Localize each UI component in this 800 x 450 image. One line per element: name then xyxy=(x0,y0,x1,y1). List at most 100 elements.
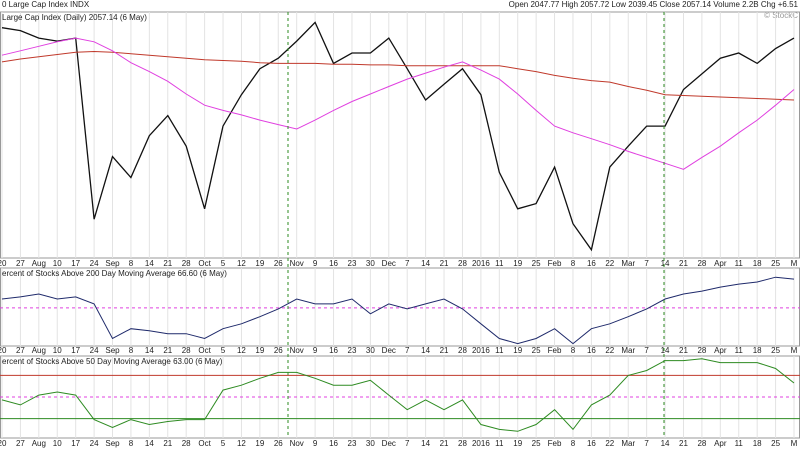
x-tick-label: 21 xyxy=(440,346,449,355)
quote: Open 2047.77 High 2057.72 Low 2039.45 Cl… xyxy=(509,0,799,9)
panel-title: ercent of Stocks Above 200 Day Moving Av… xyxy=(2,269,227,278)
x-tick-label: 16 xyxy=(587,346,596,355)
x-tick-label: 22 xyxy=(605,346,614,355)
x-tick-label: 10 xyxy=(53,259,62,268)
x-tick-label: Nov xyxy=(290,439,304,448)
x-tick-label: 22 xyxy=(605,259,614,268)
x-tick-label: 23 xyxy=(348,259,357,268)
x-tick-label: M xyxy=(791,439,798,448)
x-tick-label: 5 xyxy=(221,346,226,355)
x-tick-label: 9 xyxy=(313,439,318,448)
x-tick-label: 22 xyxy=(605,439,614,448)
x-tick-label: 21 xyxy=(440,439,449,448)
x-tick-label: 26 xyxy=(274,346,283,355)
x-tick-label: 28 xyxy=(697,259,706,268)
x-tick-label: 25 xyxy=(532,346,541,355)
x-tick-label: Dec xyxy=(382,259,396,268)
x-tick-label: 26 xyxy=(274,259,283,268)
x-tick-label: 17 xyxy=(71,259,80,268)
x-tick-label: 28 xyxy=(182,259,191,268)
x-tick-label: Oct xyxy=(198,346,211,355)
panel-title: Large Cap Index (Daily) 2057.14 (6 May) xyxy=(2,13,147,22)
x-tick-label: Apr xyxy=(714,346,727,355)
x-tick-label: 18 xyxy=(753,439,762,448)
x-tick-label: 28 xyxy=(697,439,706,448)
x-tick-label: 14 xyxy=(145,259,154,268)
x-tick-label: Apr xyxy=(714,259,727,268)
x-tick-label: Mar xyxy=(621,259,635,268)
x-tick-label: 30 xyxy=(366,259,375,268)
x-tick-label: 12 xyxy=(237,259,246,268)
x-tick-label: 8 xyxy=(129,439,134,448)
x-tick-label: Nov xyxy=(290,346,304,355)
x-tick-label: 5 xyxy=(221,439,226,448)
x-tick-label: 14 xyxy=(661,259,670,268)
x-tick-label: 20 xyxy=(0,439,7,448)
x-tick-label: Mar xyxy=(621,439,635,448)
x-tick-label: 14 xyxy=(421,259,430,268)
x-tick-label: 11 xyxy=(735,439,744,448)
x-tick-label: Mar xyxy=(621,346,635,355)
x-tick-label: 24 xyxy=(90,439,99,448)
symbol: 0 Large Cap Index INDX xyxy=(2,0,90,9)
x-tick-label: 8 xyxy=(129,346,134,355)
x-tick-label: 21 xyxy=(679,439,688,448)
x-tick-label: 7 xyxy=(405,259,410,268)
x-tick-label: 14 xyxy=(661,439,670,448)
x-tick-label: 21 xyxy=(163,259,172,268)
x-tick-label: Sep xyxy=(105,346,120,355)
x-tick-label: Dec xyxy=(382,439,396,448)
x-tick-label: 2016 xyxy=(472,439,490,448)
x-tick-label: 9 xyxy=(313,346,318,355)
x-tick-label: 12 xyxy=(237,346,246,355)
x-tick-label: 14 xyxy=(145,439,154,448)
x-tick-label: 10 xyxy=(53,439,62,448)
x-tick-label: 24 xyxy=(90,259,99,268)
x-tick-label: 11 xyxy=(495,346,504,355)
x-tick-label: 8 xyxy=(129,259,134,268)
x-tick-label: Sep xyxy=(105,259,120,268)
x-tick-label: M xyxy=(791,259,798,268)
x-tick-label: 14 xyxy=(661,346,670,355)
x-tick-label: 11 xyxy=(735,259,744,268)
x-tick-label: 19 xyxy=(513,439,522,448)
x-tick-label: 19 xyxy=(255,346,264,355)
x-tick-label: 19 xyxy=(255,439,264,448)
x-tick-label: 16 xyxy=(587,439,596,448)
x-tick-label: 28 xyxy=(697,346,706,355)
x-tick-label: 19 xyxy=(513,259,522,268)
x-tick-label: 21 xyxy=(440,259,449,268)
x-tick-label: 21 xyxy=(679,346,688,355)
x-tick-label: 30 xyxy=(366,439,375,448)
x-tick-label: 25 xyxy=(532,259,541,268)
series-line xyxy=(1,21,795,252)
x-tick-label: 28 xyxy=(182,439,191,448)
x-tick-label: 21 xyxy=(679,259,688,268)
x-tick-label: 11 xyxy=(495,439,504,448)
x-tick-label: 25 xyxy=(532,439,541,448)
x-tick-label: 14 xyxy=(421,439,430,448)
x-tick-label: 8 xyxy=(571,259,576,268)
x-tick-label: 16 xyxy=(329,439,338,448)
x-tick-label: 19 xyxy=(513,346,522,355)
x-tick-label: 21 xyxy=(163,346,172,355)
x-tick-label: 16 xyxy=(329,259,338,268)
x-tick-label: 20 xyxy=(0,259,7,268)
x-tick-label: 20 xyxy=(0,346,7,355)
x-tick-label: 8 xyxy=(571,439,576,448)
x-tick-label: 27 xyxy=(16,346,25,355)
x-tick-label: 24 xyxy=(90,346,99,355)
x-tick-label: 27 xyxy=(16,259,25,268)
x-tick-label: 21 xyxy=(163,439,172,448)
x-tick-label: 18 xyxy=(753,346,762,355)
x-tick-label: 7 xyxy=(644,346,649,355)
x-tick-label: M xyxy=(791,346,798,355)
x-tick-label: Feb xyxy=(548,439,562,448)
x-tick-label: Oct xyxy=(198,439,211,448)
x-tick-label: 17 xyxy=(71,439,80,448)
series-line xyxy=(1,50,795,101)
x-tick-label: 5 xyxy=(221,259,226,268)
x-tick-label: 28 xyxy=(458,346,467,355)
watermark: © StockC xyxy=(764,11,798,20)
